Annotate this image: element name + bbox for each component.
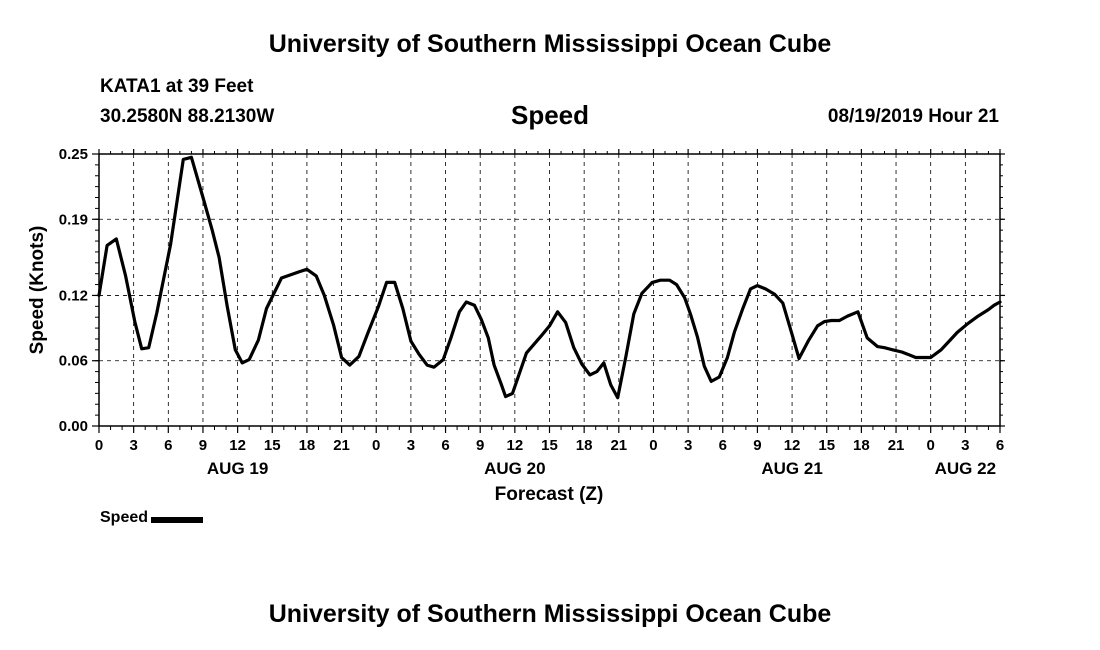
x-tick-label: 18 <box>299 437 316 454</box>
x-tick-label: 9 <box>476 437 484 454</box>
x-axis-tick-labels: 0 3 6 9 12 15 18 21 0 3 6 9 12 15 18 21 0 3 6 9 12 15 18 21 0 3 6 <box>95 437 1004 454</box>
x-tick-label: 3 <box>961 437 969 454</box>
x-tick-label: 3 <box>684 437 692 454</box>
legend-line-swatch <box>151 517 204 523</box>
y-tick-label: 0.19 <box>59 211 88 228</box>
x-tick-label: 0 <box>927 437 935 454</box>
y-tick-label: 0.06 <box>59 353 88 370</box>
x-axis-date-labels: AUG 19 AUG 20 AUG 21 AUG 22 <box>207 459 996 478</box>
footer-title: University of Southern Mississippi Ocean… <box>268 600 832 628</box>
x-tick-label: 3 <box>129 437 137 454</box>
station-name: KATA1 at 39 Feet <box>100 76 254 97</box>
chart-title: Speed <box>510 100 590 130</box>
x-tick-label: 18 <box>853 437 870 454</box>
x-tick-label: 21 <box>888 437 905 454</box>
x-tick-label: 15 <box>541 437 558 454</box>
x-date-label: AUG 19 <box>207 459 268 478</box>
x-tick-label: 3 <box>407 437 415 454</box>
x-date-label: AUG 22 <box>935 459 996 478</box>
header-title: University of Southern Mississippi Ocean… <box>268 30 832 58</box>
x-tick-label: 6 <box>441 437 449 454</box>
x-tick-label: 15 <box>818 437 835 454</box>
x-tick-label: 0 <box>372 437 380 454</box>
grid-lines <box>99 154 1000 426</box>
x-tick-label: 6 <box>996 437 1004 454</box>
legend-label: Speed <box>100 509 149 526</box>
x-tick-label: 12 <box>229 437 246 454</box>
x-tick-label: 6 <box>719 437 727 454</box>
station-coordinates: 30.2580N 88.2130W <box>100 106 275 127</box>
x-axis-label: Forecast (Z) <box>495 484 604 505</box>
y-tick-label: 0.25 <box>59 146 88 163</box>
x-tick-label: 9 <box>753 437 761 454</box>
x-tick-label: 0 <box>95 437 103 454</box>
x-tick-label: 12 <box>784 437 801 454</box>
x-tick-label: 0 <box>649 437 657 454</box>
x-date-label: AUG 21 <box>761 459 822 478</box>
x-tick-label: 9 <box>199 437 207 454</box>
x-tick-label: 12 <box>507 437 524 454</box>
y-tick-label: 0.00 <box>59 418 88 435</box>
speed-series-line <box>97 155 1002 400</box>
x-date-label: AUG 20 <box>484 459 545 478</box>
y-tick-label: 0.12 <box>59 287 88 304</box>
x-tick-label: 18 <box>576 437 593 454</box>
legend: Speed <box>100 509 204 527</box>
forecast-timestamp: 08/19/2019 Hour 21 <box>827 106 999 127</box>
x-tick-label: 15 <box>264 437 281 454</box>
minor-ticks <box>92 149 1005 433</box>
y-axis-label: Speed (Knots) <box>27 226 48 355</box>
x-tick-label: 21 <box>610 437 627 454</box>
x-tick-label: 6 <box>164 437 172 454</box>
x-tick-label: 21 <box>333 437 350 454</box>
y-axis-tick-labels: 0.00 0.06 0.12 0.19 0.25 <box>59 146 88 435</box>
